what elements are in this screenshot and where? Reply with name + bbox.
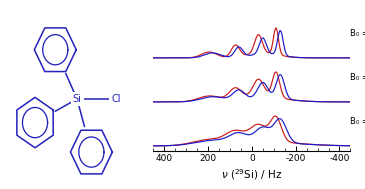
Text: B₀ = 4.70 T: B₀ = 4.70 T (350, 117, 365, 126)
Text: B₀ = 11.75 T: B₀ = 11.75 T (350, 29, 365, 38)
X-axis label: $\nu$ ($^{29}$Si) / Hz: $\nu$ ($^{29}$Si) / Hz (221, 167, 283, 182)
Text: Cl: Cl (111, 94, 121, 104)
Text: B₀ = 7.05 T: B₀ = 7.05 T (350, 73, 365, 82)
Text: Si: Si (73, 94, 81, 104)
